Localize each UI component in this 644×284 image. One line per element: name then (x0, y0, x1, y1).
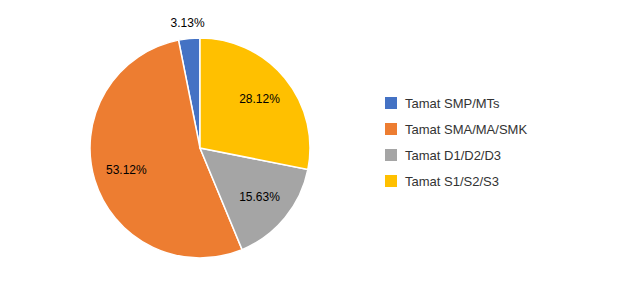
pie-slice (200, 38, 310, 169)
legend: Tamat SMP/MTs Tamat SMA/MA/SMK Tamat D1/D2… (385, 96, 527, 189)
legend-label: Tamat SMP/MTs (405, 96, 500, 111)
legend-swatch (385, 175, 397, 187)
legend-swatch (385, 123, 397, 135)
data-label: 15.63% (239, 190, 280, 204)
chart-container: 3.13%53.12%15.63%28.12%Tamat SMP/MTsTama… (0, 0, 644, 284)
legend-label: Tamat D1/D2/D3 (405, 148, 501, 163)
legend-label: Tamat SMA/MA/SMK (405, 122, 527, 137)
data-labels: 3.13% 53.12% 15.63% 28.12% (106, 16, 280, 204)
data-label: 3.13% (171, 16, 205, 30)
data-label: 53.12% (106, 163, 147, 177)
chart: 3.13%53.12%15.63%28.12%Tamat SMP/MTsTama… (0, 0, 644, 284)
legend-swatch (385, 149, 397, 161)
legend-swatch (385, 97, 397, 109)
legend-label: Tamat S1/S2/S3 (405, 174, 499, 189)
data-label: 28.12% (239, 92, 280, 106)
slices (90, 38, 310, 258)
